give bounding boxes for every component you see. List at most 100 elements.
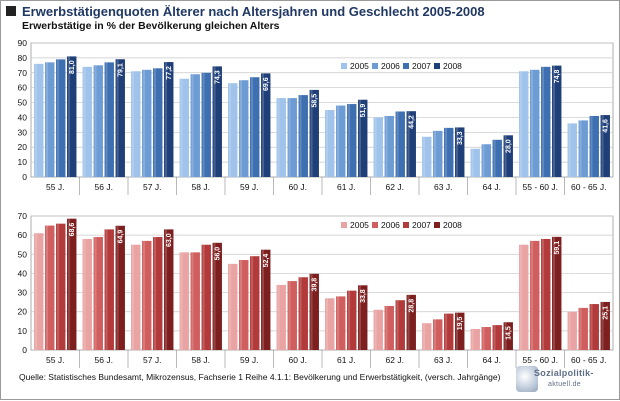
bar-shine	[143, 69, 146, 177]
bar-2007-0	[56, 223, 66, 350]
bar-shine	[154, 237, 157, 350]
category-label: 63 J.	[434, 182, 452, 192]
bar-shine	[456, 312, 459, 350]
bar-shine	[601, 115, 604, 177]
bar-2006-0	[45, 62, 55, 177]
bar-2005-10	[519, 71, 529, 177]
category-label: 55 - 60 J.	[523, 355, 558, 365]
bar-shine	[520, 244, 523, 350]
bar-2008-10	[552, 236, 562, 350]
bar-shine	[240, 80, 243, 177]
bar-2006-2	[142, 69, 152, 177]
category-label: 57 J.	[143, 355, 161, 365]
bar-shine	[337, 296, 340, 350]
y-tick-label: 20	[18, 142, 28, 152]
bar-2008-7	[406, 111, 416, 177]
y-tick-label: 40	[18, 112, 28, 122]
legend-swatch	[341, 63, 347, 69]
data-label: 58,5	[312, 94, 319, 108]
bar-2005-0	[34, 233, 44, 350]
category-label: 56 J.	[95, 182, 113, 192]
y-tick-label: 50	[18, 249, 28, 259]
legend-label: 2006	[381, 61, 400, 71]
bar-shine	[407, 111, 410, 177]
bar-2008-4	[261, 73, 271, 177]
category-label: 59 J.	[240, 355, 258, 365]
y-tick-label: 50	[18, 98, 28, 108]
bar-shine	[385, 115, 388, 177]
data-label: 33,3	[457, 131, 464, 145]
bar-2008-2	[164, 229, 174, 350]
bar-2007-7	[395, 111, 405, 177]
bar-2005-8	[422, 136, 432, 177]
bar-2008-1	[115, 59, 125, 177]
data-label: 68,6	[69, 223, 76, 237]
data-label: 19,5	[457, 317, 464, 331]
bar-shine	[68, 218, 71, 350]
bar-2008-3	[212, 242, 222, 350]
category-label: 55 J.	[46, 355, 64, 365]
y-tick-label: 60	[18, 83, 28, 93]
bar-2008-9	[503, 322, 513, 350]
bar-shine	[396, 111, 399, 177]
bar-2007-6	[347, 104, 357, 177]
bar-2007-8	[444, 313, 454, 350]
bar-shine	[94, 65, 97, 177]
legend: 2005 2006 2007 2008	[341, 220, 462, 230]
bar-2008-0	[67, 218, 77, 350]
bar-shine	[531, 240, 534, 350]
bar-2006-9	[481, 327, 491, 350]
bar-shine	[590, 304, 593, 350]
bar-2005-1	[82, 238, 92, 350]
bar-shine	[277, 98, 280, 177]
bar-shine	[310, 273, 313, 350]
bar-2005-3	[179, 252, 189, 350]
bar-shine	[83, 238, 86, 350]
plot-area	[30, 215, 614, 351]
bar-2005-4	[228, 263, 238, 350]
bar-shine	[553, 65, 556, 177]
bar-shine	[262, 249, 265, 350]
bar-shine	[348, 104, 351, 177]
bar-2005-8	[422, 323, 432, 350]
legend-swatch	[403, 222, 409, 228]
category-label: 55 - 60 J.	[523, 182, 558, 192]
data-label: 28,0	[506, 139, 513, 153]
legend-swatch	[372, 63, 378, 69]
bar-2006-3	[190, 252, 200, 350]
bar-2005-3	[179, 78, 189, 177]
bar-2005-9	[470, 148, 480, 177]
bar-2006-9	[481, 144, 491, 177]
source-note: Quelle: Statistisches Bundesamt, Mikroze…	[19, 372, 501, 382]
y-tick-label: 10	[18, 326, 28, 336]
bar-shine	[601, 301, 604, 350]
bar-shine	[191, 252, 194, 350]
bar-2007-11	[589, 115, 599, 177]
bar-shine	[310, 89, 313, 177]
plot-area	[30, 42, 614, 178]
bar-2006-5	[287, 98, 297, 177]
bar-2006-8	[433, 130, 443, 177]
data-label: 51,9	[360, 104, 367, 118]
bar-shine	[202, 244, 205, 350]
bar-shine	[83, 66, 86, 177]
bar-2008-5	[309, 273, 319, 350]
legend-label: 2008	[443, 220, 462, 230]
bar-shine	[423, 136, 426, 177]
bar-2006-11	[578, 120, 588, 177]
bar-2007-6	[347, 290, 357, 350]
bar-2006-10	[530, 240, 540, 350]
bar-shine	[288, 281, 291, 350]
category-label: 60 J.	[289, 355, 307, 365]
data-label: 25,1	[603, 306, 610, 320]
category-label: 64 J.	[483, 355, 501, 365]
data-label: 28,8	[409, 299, 416, 313]
bar-shine	[348, 290, 351, 350]
y-tick-label: 30	[18, 127, 28, 137]
category-label: 64 J.	[483, 182, 501, 192]
bar-2005-11	[567, 123, 577, 177]
data-label: 77,2	[166, 66, 173, 80]
bar-shine	[116, 225, 119, 350]
